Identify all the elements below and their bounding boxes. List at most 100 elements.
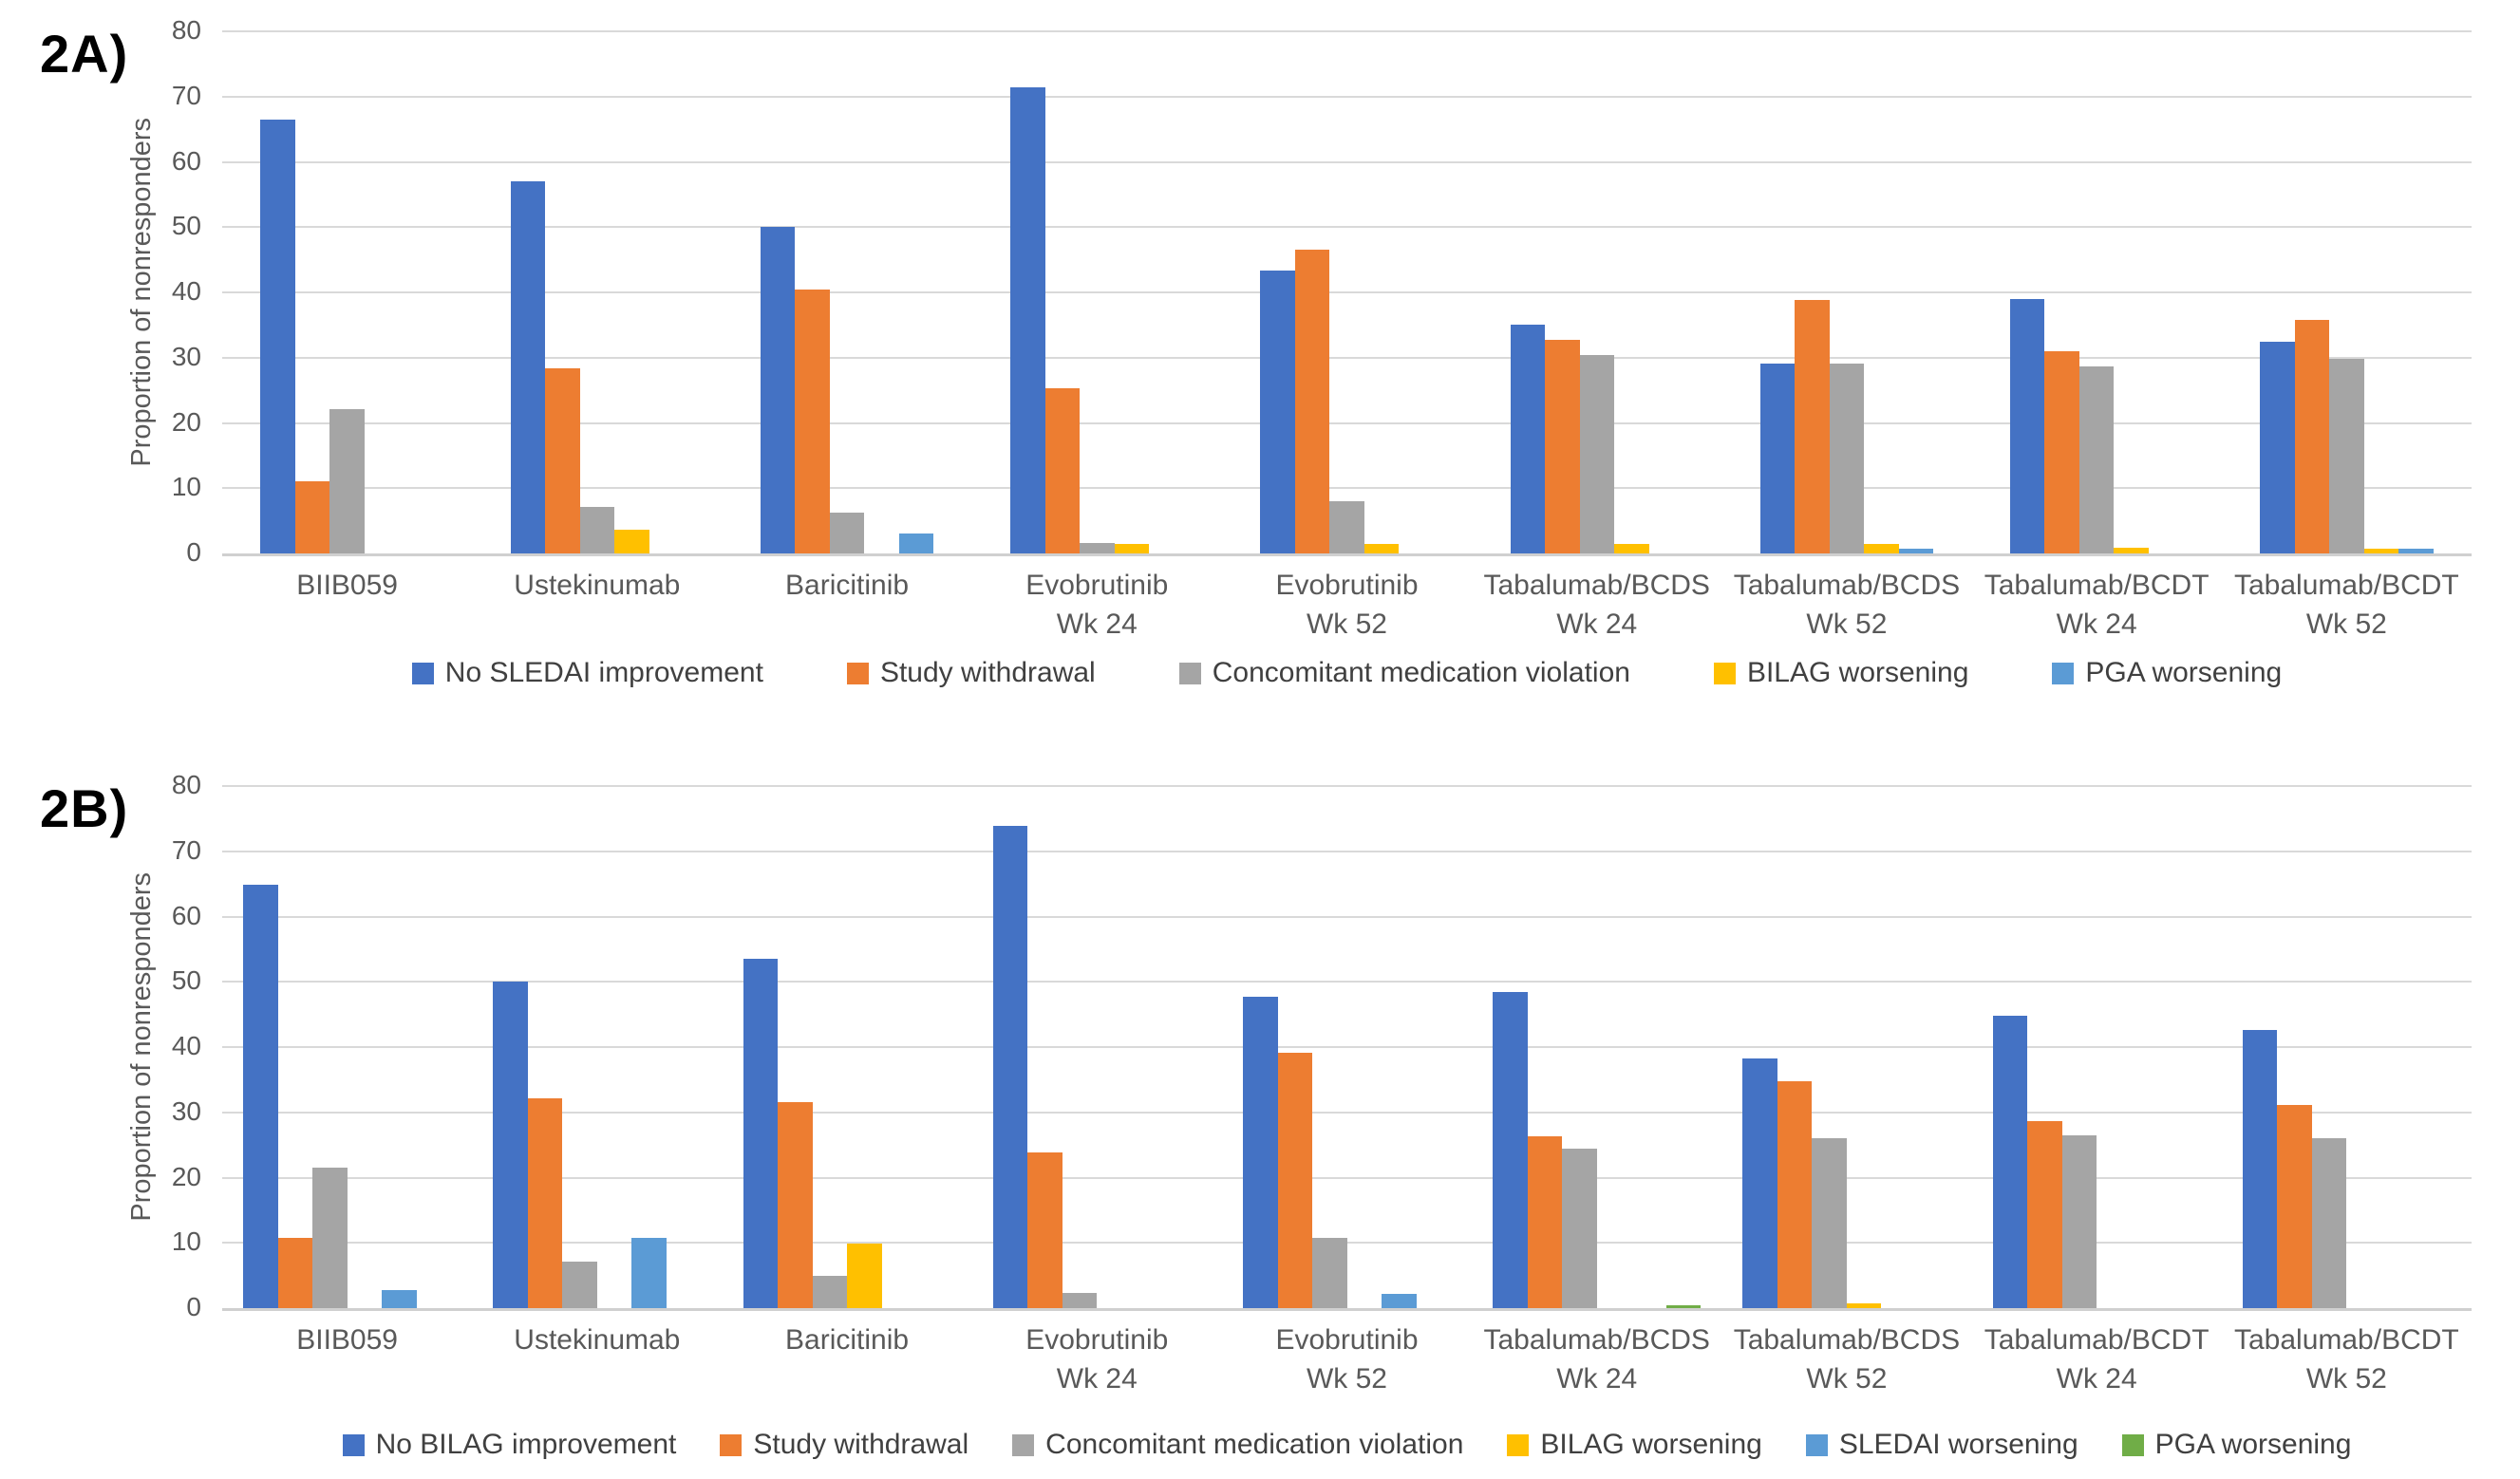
category-label-tabalumab-bcds-wk-52: Tabalumab/BCDS Wk 52 <box>1733 1324 1961 1395</box>
y-tick-label-10: 10 <box>171 472 201 502</box>
bar-study-withdrawal-baricitinib <box>778 1101 813 1308</box>
gridline-20 <box>222 1176 2472 1179</box>
x-axis-line <box>222 553 2472 556</box>
category-label-ustekinumab: Ustekinumab <box>514 570 681 601</box>
bar-bilag-worsening-tabalumab-bcds-wk-52 <box>1846 1303 1882 1308</box>
bar-no-sledai-improvement-tabalumab-bcdt-wk-24 <box>2009 298 2045 553</box>
gridline-80 <box>222 30 2472 32</box>
legend-label-pga-worsening: PGA worsening <box>2154 1429 2352 1460</box>
category-label-tabalumab-bcds-wk-24: Tabalumab/BCDS Wk 24 <box>1483 1324 1710 1395</box>
panel-label-2a: 2A) <box>40 24 129 84</box>
y-tick-label-40: 40 <box>171 276 201 306</box>
y-tick-label-0: 0 <box>186 1292 201 1321</box>
bar-concomitant-medication-violation-tabalumab-bcdt-wk-52 <box>2311 1137 2347 1308</box>
bar-pga-worsening-tabalumab-bcdt-wk-52 <box>2398 548 2434 553</box>
gridline-60 <box>222 915 2472 918</box>
bar-no-sledai-improvement-evobrutinib-wk-24 <box>1010 87 1045 553</box>
legend-item-pga-worsening: PGA worsening <box>2052 657 2282 689</box>
y-tick-label-30: 30 <box>171 341 201 371</box>
legend-item-study-withdrawal: Study withdrawal <box>720 1429 969 1461</box>
bar-study-withdrawal-tabalumab-bcds-wk-24 <box>1527 1135 1563 1308</box>
legend-swatch-no-sledai-improvement <box>411 662 434 684</box>
y-tick-label-20: 20 <box>171 406 201 437</box>
bar-no-sledai-improvement-biib059 <box>260 119 295 553</box>
category-label-tabalumab-bcds-wk-52: Tabalumab/BCDS Wk 52 <box>1733 570 1961 640</box>
category-label-ustekinumab: Ustekinumab <box>514 1324 681 1356</box>
gridline-40 <box>222 1046 2472 1048</box>
bar-study-withdrawal-evobrutinib-wk-24 <box>1044 388 1080 553</box>
gridline-20 <box>222 421 2472 424</box>
bar-concomitant-medication-violation-tabalumab-bcdt-wk-24 <box>2078 366 2115 553</box>
y-tick-label-50: 50 <box>171 211 201 241</box>
bar-bilag-worsening-baricitinib <box>847 1243 882 1308</box>
bar-concomitant-medication-violation-baricitinib <box>829 513 865 553</box>
bar-study-withdrawal-evobrutinib-wk-52 <box>1294 249 1330 553</box>
bar-study-withdrawal-evobrutinib-wk-52 <box>1277 1053 1312 1308</box>
y-tick-label-0: 0 <box>186 537 201 567</box>
bar-bilag-worsening-evobrutinib-wk-24 <box>1114 543 1149 553</box>
bar-no-sledai-improvement-tabalumab-bcds-wk-24 <box>1510 324 1545 553</box>
legend-label-study-withdrawal: Study withdrawal <box>753 1429 969 1460</box>
plot-area-2a <box>222 30 2472 556</box>
bar-no-sledai-improvement-tabalumab-bcds-wk-52 <box>1759 363 1796 553</box>
bar-no-sledai-improvement-baricitinib <box>760 227 796 553</box>
bar-concomitant-medication-violation-tabalumab-bcds-wk-52 <box>1829 363 1865 553</box>
y-tick-label-70: 70 <box>171 834 201 865</box>
legend-swatch-sledai-worsening <box>1805 1433 1828 1456</box>
bar-no-sledai-improvement-ustekinumab <box>510 181 546 553</box>
bar-concomitant-medication-violation-evobrutinib-wk-24 <box>1062 1293 1098 1308</box>
legend-swatch-concomitant-medication-violation <box>1012 1433 1035 1456</box>
gridline-50 <box>222 981 2472 983</box>
bar-concomitant-medication-violation-ustekinumab <box>562 1262 597 1308</box>
x-axis-category-row-2a: BIIB059 Ustekinumab Baricitinib Evobrutinib… <box>222 567 2472 644</box>
category-label-baricitinib: Baricitinib <box>785 570 910 601</box>
bar-bilag-worsening-tabalumab-bcds-wk-24 <box>1614 543 1649 553</box>
y-tick-label-10: 10 <box>171 1226 201 1257</box>
category-label-baricitinib: Baricitinib <box>785 1324 910 1356</box>
legend-swatch-bilag-worsening <box>1507 1433 1530 1456</box>
legend-label-concomitant-medication-violation: Concomitant medication violation <box>1212 657 1630 688</box>
legend-label-pga-worsening: PGA worsening <box>2085 657 2283 688</box>
bar-pga-worsening-baricitinib <box>898 534 934 553</box>
bar-pga-worsening-tabalumab-bcds-wk-52 <box>1898 548 1934 553</box>
bar-no-bilag-improvement-evobrutinib-wk-24 <box>992 825 1028 1308</box>
category-label-evobrutinib-wk-52: Evobrutinib Wk 52 <box>1275 570 1419 640</box>
bar-bilag-worsening-tabalumab-bcds-wk-52 <box>1864 544 1899 553</box>
y-tick-label-60: 60 <box>171 900 201 930</box>
gridline-10 <box>222 487 2472 490</box>
bar-concomitant-medication-violation-biib059 <box>312 1168 348 1308</box>
legend-2a: No SLEDAI improvement Study withdrawal Con… <box>222 657 2472 689</box>
legend-swatch-study-withdrawal <box>846 662 869 684</box>
bar-sledai-worsening-evobrutinib-wk-52 <box>1382 1293 1417 1308</box>
bar-study-withdrawal-tabalumab-bcdt-wk-52 <box>2294 319 2330 553</box>
category-label-tabalumab-bcdt-wk-24: Tabalumab/BCDT Wk 24 <box>1984 1324 2210 1395</box>
bar-study-withdrawal-tabalumab-bcdt-wk-24 <box>2027 1121 2062 1308</box>
legend-2b: No BILAG improvement Study withdrawal Conc… <box>222 1429 2472 1461</box>
bar-study-withdrawal-biib059 <box>294 481 330 553</box>
bar-study-withdrawal-tabalumab-bcds-wk-24 <box>1545 340 1580 553</box>
y-tick-label-40: 40 <box>171 1031 201 1060</box>
bar-bilag-worsening-tabalumab-bcdt-wk-24 <box>2114 547 2149 553</box>
gridline-10 <box>222 1242 2472 1245</box>
legend-item-no-bilag-improvement: No BILAG improvement <box>342 1429 676 1461</box>
bar-no-bilag-improvement-biib059 <box>243 884 278 1308</box>
legend-label-no-sledai-improvement: No SLEDAI improvement <box>444 657 763 688</box>
bar-no-bilag-improvement-tabalumab-bcdt-wk-52 <box>2242 1030 2278 1308</box>
gridline-70 <box>222 95 2472 98</box>
legend-swatch-bilag-worsening <box>1713 662 1736 684</box>
y-tick-label-80: 80 <box>171 770 201 799</box>
bar-concomitant-medication-violation-tabalumab-bcds-wk-52 <box>1812 1137 1847 1308</box>
y-tick-label-20: 20 <box>171 1161 201 1191</box>
legend-item-concomitant-medication-violation: Concomitant medication violation <box>1012 1429 1463 1461</box>
bar-concomitant-medication-violation-evobrutinib-wk-52 <box>1329 501 1364 553</box>
legend-swatch-study-withdrawal <box>720 1433 743 1456</box>
gridline-60 <box>222 160 2472 163</box>
bar-no-bilag-improvement-ustekinumab <box>493 982 528 1308</box>
x-axis-category-row-2b: BIIB059 Ustekinumab Baricitinib Evobrutinib… <box>222 1321 2472 1398</box>
bar-study-withdrawal-evobrutinib-wk-24 <box>1027 1152 1063 1308</box>
gridline-30 <box>222 356 2472 359</box>
bar-study-withdrawal-baricitinib <box>795 289 830 553</box>
category-label-tabalumab-bcdt-wk-24: Tabalumab/BCDT Wk 24 <box>1984 570 2210 640</box>
bar-concomitant-medication-violation-biib059 <box>329 409 365 553</box>
